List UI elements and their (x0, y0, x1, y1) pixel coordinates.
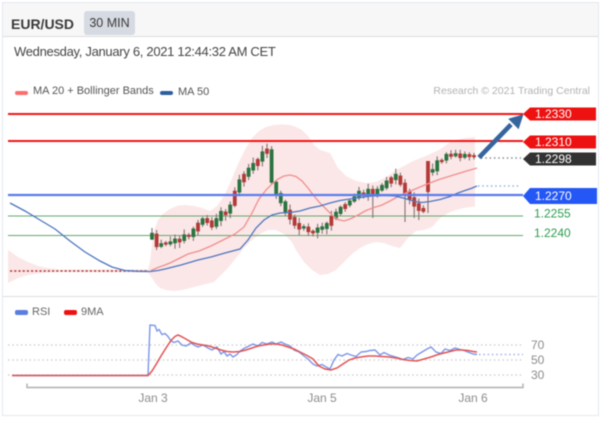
svg-text:Jan 3: Jan 3 (138, 391, 168, 405)
svg-text:30: 30 (531, 368, 545, 382)
svg-text:70: 70 (531, 338, 545, 352)
svg-text:Jan 5: Jan 5 (307, 391, 337, 405)
svg-text:1.2240: 1.2240 (534, 226, 571, 240)
svg-text:Jan 6: Jan 6 (458, 391, 488, 405)
svg-text:1.2270: 1.2270 (535, 189, 572, 203)
svg-text:1.2310: 1.2310 (535, 135, 572, 149)
svg-text:50: 50 (531, 353, 545, 367)
svg-text:1.2255: 1.2255 (534, 207, 571, 221)
svg-text:1.2330: 1.2330 (535, 107, 572, 121)
svg-text:1.2298: 1.2298 (535, 152, 572, 166)
